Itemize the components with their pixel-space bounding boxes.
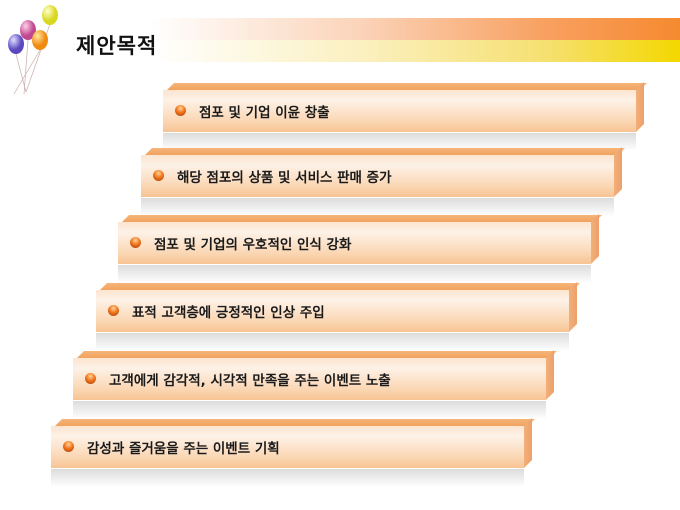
step-label: 점포 및 기업의 우호적인 인식 강화 (154, 237, 352, 253)
step-front-face (118, 222, 591, 265)
bullet-icon (130, 237, 141, 248)
step-reflection (141, 198, 614, 216)
step-reflection (118, 265, 591, 283)
step-3: 점포 및 기업의 우호적인 인식 강화 (118, 214, 602, 283)
step-reflection (96, 333, 569, 351)
step-6: 감성과 즐거움을 주는 이벤트 기획 (51, 418, 535, 487)
bullet-icon (63, 441, 74, 452)
step-top-face (167, 83, 647, 90)
bullet-icon (153, 170, 164, 181)
step-side-face (524, 418, 532, 468)
step-1: 점포 및 기업 이윤 창출 (163, 82, 647, 151)
step-top-face (77, 351, 557, 358)
step-top-face (145, 148, 625, 155)
step-top-face (100, 283, 580, 290)
header-stripe-orange (150, 18, 680, 40)
bullet-icon (108, 305, 119, 316)
step-side-face (636, 82, 644, 132)
step-side-face (591, 214, 599, 264)
bullet-icon (85, 373, 96, 384)
step-side-face (569, 282, 577, 332)
header-stripe-yellow (150, 40, 680, 62)
step-front-face (96, 290, 569, 333)
balloons-icon (8, 5, 58, 95)
step-2: 해당 점포의 상품 및 서비스 판매 증가 (141, 147, 625, 216)
step-label: 점포 및 기업 이윤 창출 (199, 105, 330, 121)
step-front-face (163, 90, 636, 133)
step-front-face (141, 155, 614, 198)
step-5: 고객에게 감각적, 시각적 만족을 주는 이벤트 노출 (73, 350, 557, 419)
step-label: 해당 점포의 상품 및 서비스 판매 증가 (177, 170, 392, 186)
bullet-icon (175, 105, 186, 116)
step-reflection (51, 469, 524, 487)
step-side-face (614, 147, 622, 197)
step-label: 표적 고객층에 긍정적인 인상 주입 (132, 305, 325, 321)
step-label: 고객에게 감각적, 시각적 만족을 주는 이벤트 노출 (109, 373, 391, 389)
step-reflection (163, 133, 636, 151)
step-label: 감성과 즐거움을 주는 이벤트 기획 (87, 441, 280, 457)
step-reflection (73, 401, 546, 419)
step-4: 표적 고객층에 긍정적인 인상 주입 (96, 282, 580, 351)
step-front-face (51, 426, 524, 469)
step-top-face (122, 215, 602, 222)
step-front-face (73, 358, 546, 401)
slide-title: 제안목적 (76, 34, 158, 58)
step-side-face (546, 350, 554, 400)
step-top-face (55, 419, 535, 426)
